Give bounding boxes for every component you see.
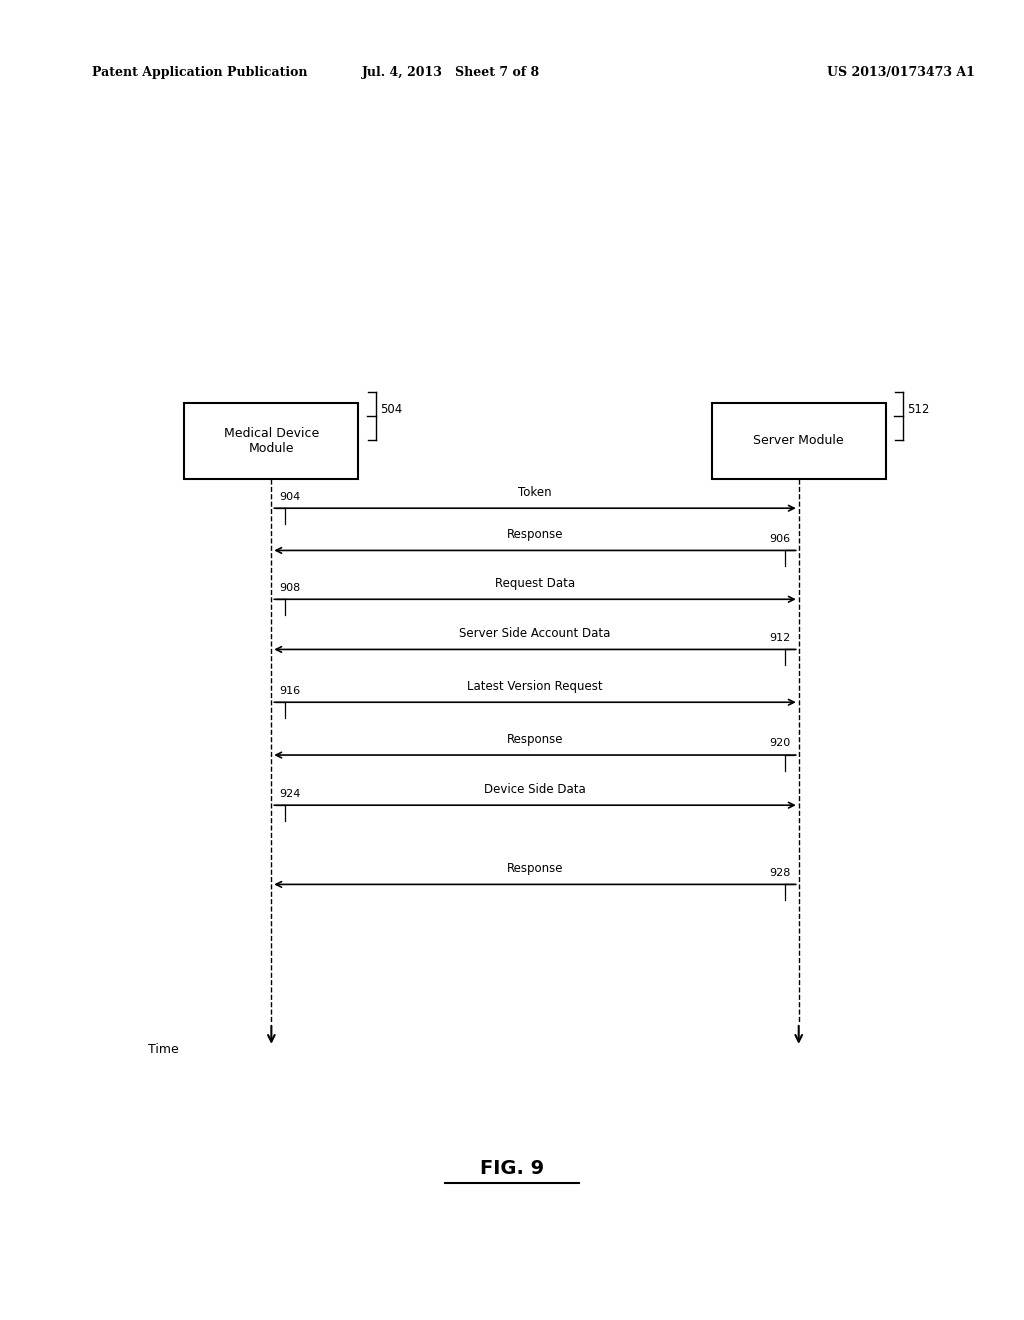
Text: 908: 908 [280, 582, 301, 593]
Text: FIG. 9: FIG. 9 [480, 1159, 544, 1177]
Text: Server Module: Server Module [754, 434, 844, 447]
Text: 928: 928 [769, 867, 791, 878]
Text: Medical Device
Module: Medical Device Module [223, 426, 319, 455]
Text: Response: Response [507, 528, 563, 541]
Text: Request Data: Request Data [495, 577, 575, 590]
Text: Token: Token [518, 486, 552, 499]
Text: Response: Response [507, 733, 563, 746]
Text: Patent Application Publication: Patent Application Publication [92, 66, 307, 79]
Text: 504: 504 [380, 403, 402, 416]
Text: 912: 912 [769, 632, 791, 643]
Text: Time: Time [148, 1043, 179, 1056]
FancyBboxPatch shape [712, 403, 886, 479]
Text: Device Side Data: Device Side Data [484, 783, 586, 796]
Text: Jul. 4, 2013   Sheet 7 of 8: Jul. 4, 2013 Sheet 7 of 8 [361, 66, 540, 79]
Text: 920: 920 [769, 738, 791, 748]
Text: Latest Version Request: Latest Version Request [467, 680, 603, 693]
Text: 904: 904 [280, 491, 301, 502]
Text: 906: 906 [769, 533, 791, 544]
Text: Server Side Account Data: Server Side Account Data [460, 627, 610, 640]
Text: 916: 916 [280, 685, 301, 696]
Text: 924: 924 [280, 788, 301, 799]
Text: Response: Response [507, 862, 563, 875]
Text: 512: 512 [907, 403, 930, 416]
Text: US 2013/0173473 A1: US 2013/0173473 A1 [827, 66, 975, 79]
FancyBboxPatch shape [184, 403, 358, 479]
